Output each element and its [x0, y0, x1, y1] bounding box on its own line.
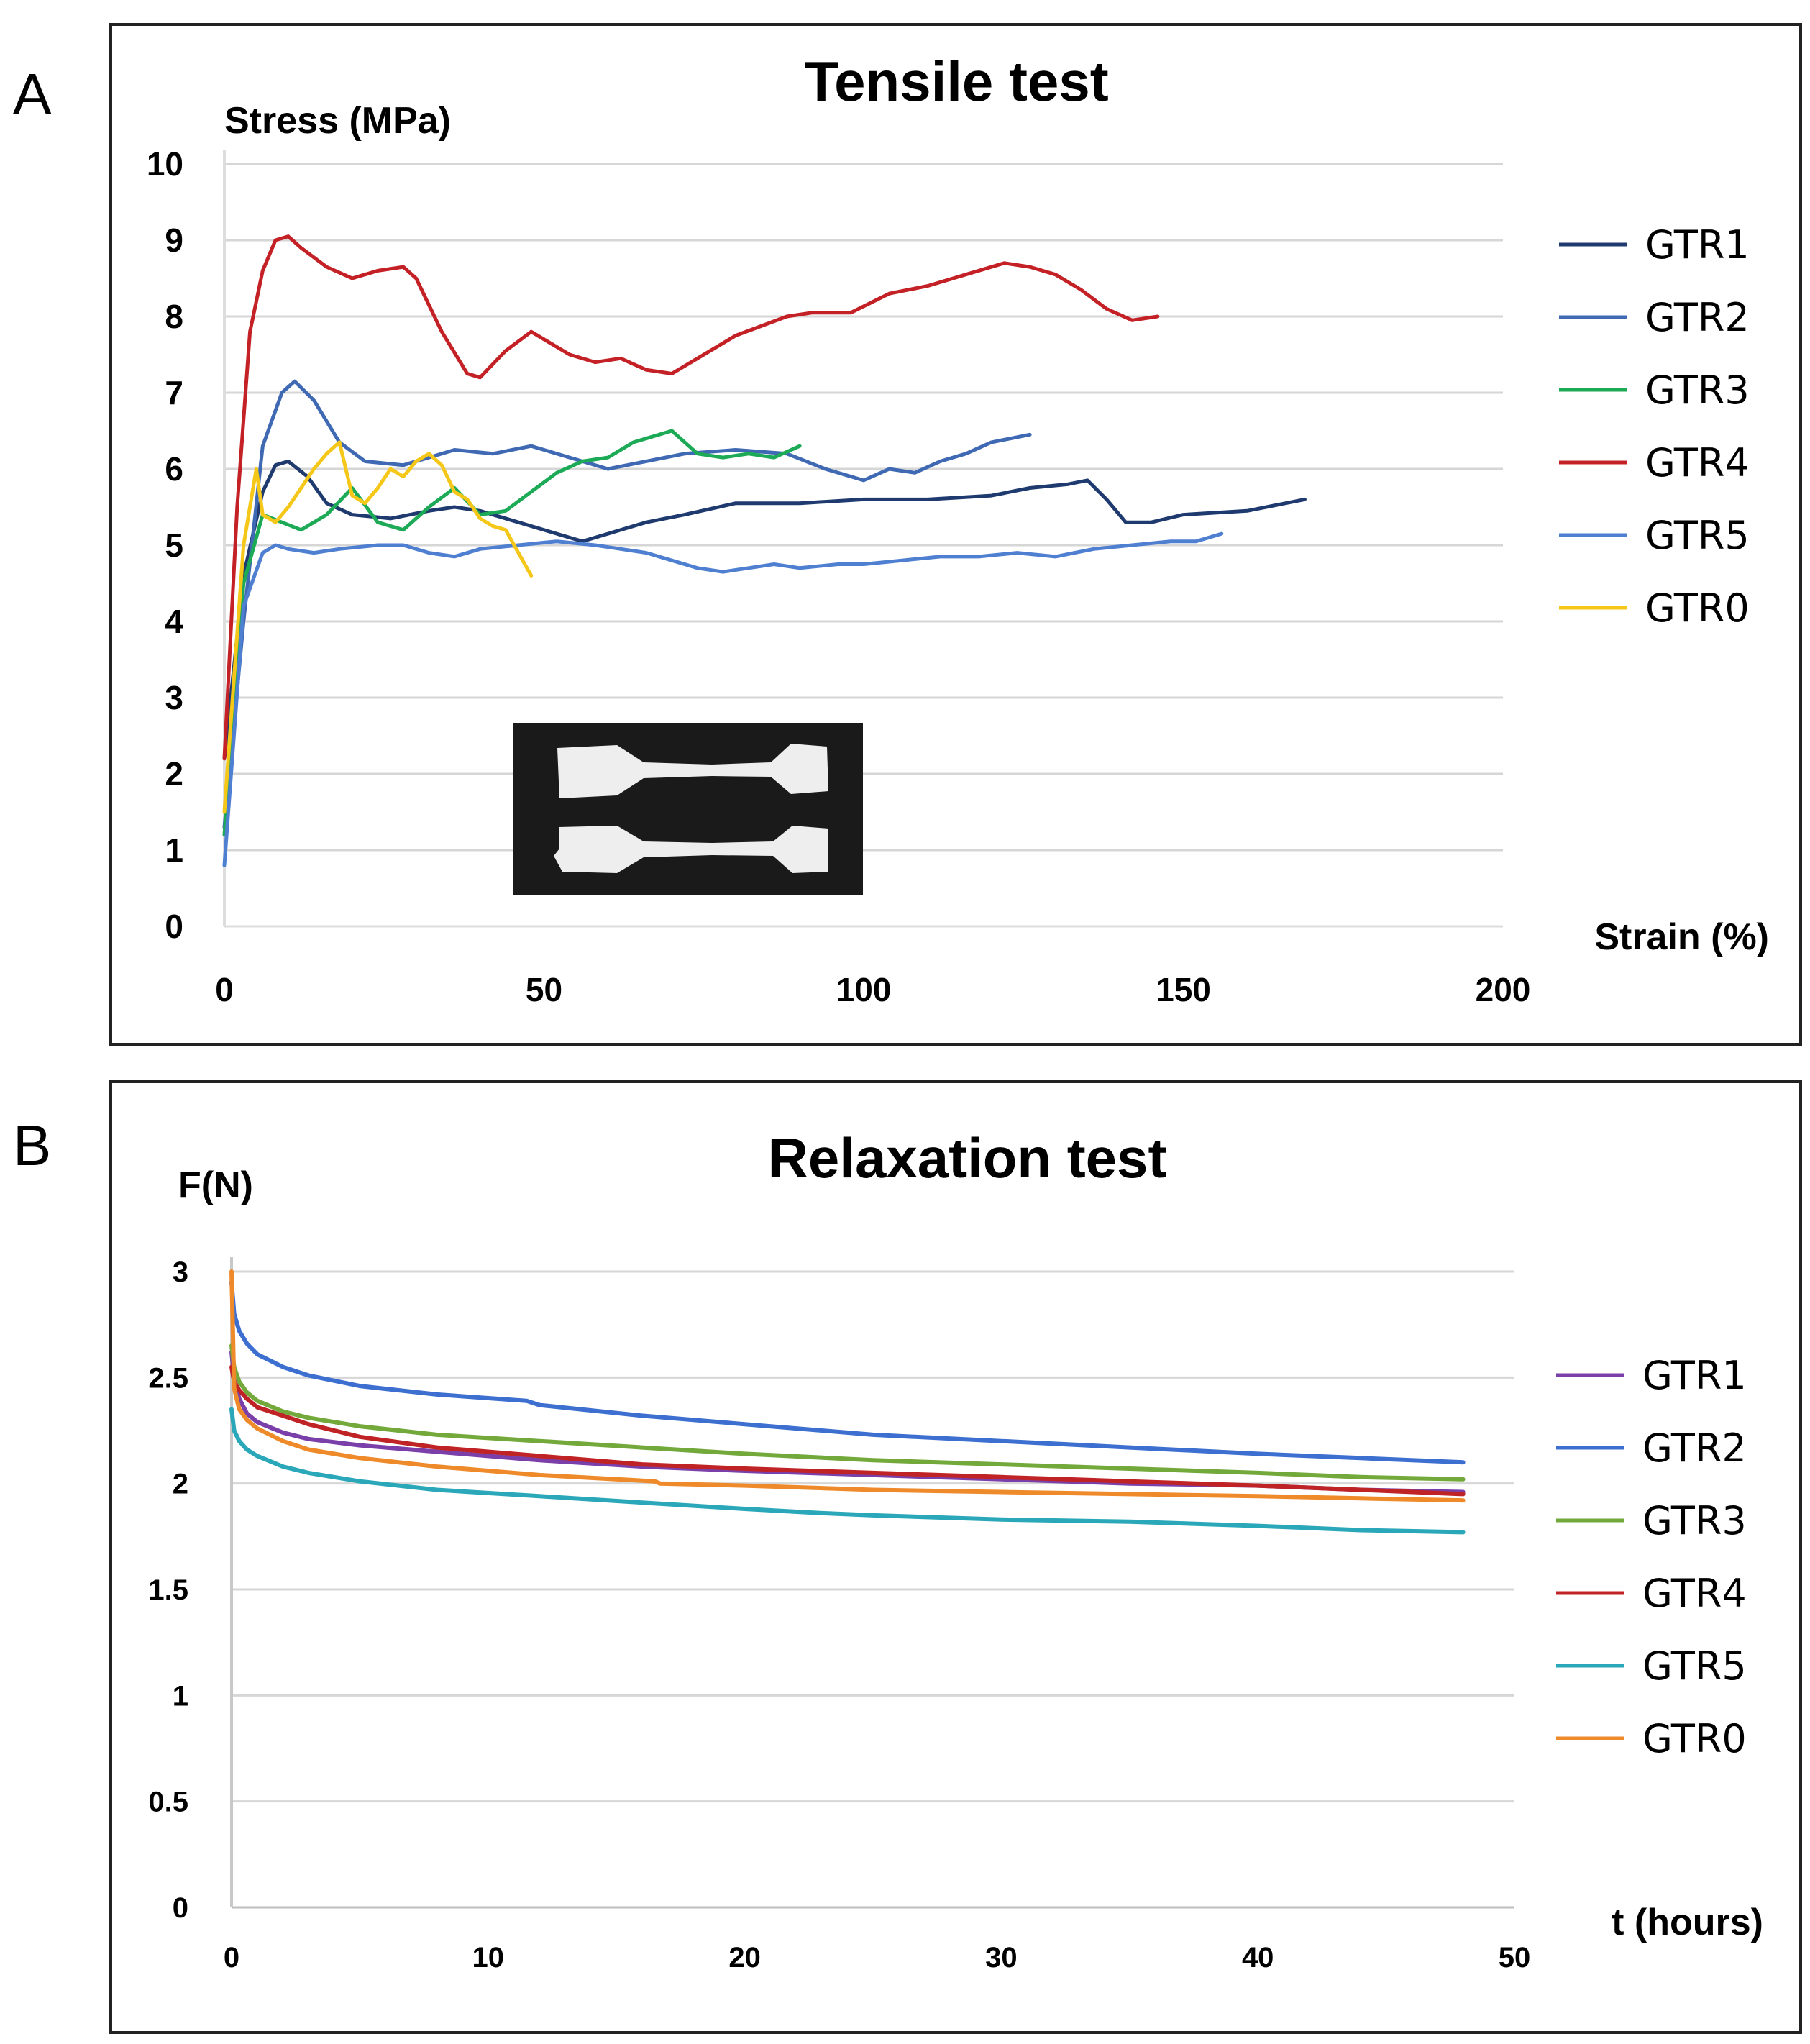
y-tick-label-a: 2 — [165, 755, 183, 793]
y-tick-label-a: 5 — [165, 526, 183, 564]
x-tick-label-a: 150 — [1156, 971, 1211, 1008]
x-tick-label-a: 200 — [1476, 971, 1531, 1008]
tensile-chart: Tensile test Stress (MPa) Strain (%) 0 1 2 3 4 5… — [147, 50, 1769, 1008]
y-tick-label-b: 3 — [173, 1256, 188, 1288]
y-tick-label-a: 0 — [165, 908, 183, 945]
series-line-gtr2-b — [229, 1279, 1466, 1465]
series-line-gtr5-a — [222, 531, 1224, 867]
x-tick-label-a: 0 — [215, 971, 234, 1008]
y-tick-label-a: 7 — [165, 374, 183, 411]
series-line-gtr1-a — [222, 459, 1307, 761]
panel-label-b: B — [13, 1113, 51, 1177]
y-tick-label-b: 0 — [173, 1892, 188, 1924]
y-tick-label-b: 1.5 — [148, 1574, 188, 1606]
y-tick-label-b: 0.5 — [148, 1787, 188, 1818]
legend-label-gtr1-a: GTR1 — [1645, 222, 1750, 268]
series-line-gtr3-a — [222, 429, 802, 837]
x-tick-label-b: 30 — [985, 1942, 1018, 1974]
series-line-gtr4-a — [222, 234, 1160, 761]
y-tick-label-b: 2 — [173, 1469, 188, 1500]
series-line-gtr5-b — [229, 1407, 1466, 1535]
series-line-gtr4-b — [229, 1364, 1466, 1497]
series-line-gtr2-a — [222, 379, 1032, 829]
y-tick-label-b: 2.5 — [148, 1362, 188, 1394]
x-tick-label-b: 0 — [224, 1942, 239, 1974]
y-tick-label-a: 1 — [165, 831, 183, 869]
y-tick-label-a: 4 — [165, 603, 183, 640]
legend-label-gtr4-a: GTR4 — [1645, 440, 1750, 485]
series-line-gtr3-b — [229, 1343, 1466, 1482]
legend-label-gtr4-b: GTR4 — [1642, 1571, 1747, 1616]
y-tick-label-a: 6 — [165, 450, 183, 488]
x-tick-label-b: 20 — [728, 1942, 761, 1974]
y-axis-label-a: Stress (MPa) — [224, 100, 451, 142]
legend-label-gtr2-b: GTR2 — [1642, 1425, 1747, 1471]
chart-title-b: Relaxation test — [768, 1126, 1167, 1190]
y-tick-label-a: 8 — [165, 298, 183, 335]
legend-label-gtr1-b: GTR1 — [1642, 1353, 1747, 1398]
specimen-photo-inset — [513, 723, 863, 895]
x-axis-label-b: t (hours) — [1612, 1902, 1763, 1943]
legend-label-gtr0-b: GTR0 — [1642, 1716, 1747, 1761]
y-tick-label-a: 3 — [165, 679, 183, 716]
panel-b-frame — [109, 1080, 1802, 2034]
panel-label-a: A — [13, 62, 52, 126]
chart-title-a: Tensile test — [804, 50, 1108, 113]
x-axis-label-a: Strain (%) — [1594, 916, 1769, 958]
legend-label-gtr3-b: GTR3 — [1642, 1498, 1747, 1543]
legend-label-gtr5-b: GTR5 — [1642, 1643, 1747, 1689]
y-tick-label-a: 9 — [165, 222, 183, 259]
y-axis-label-b: F(N) — [178, 1164, 253, 1206]
series-line-gtr0-a — [222, 440, 534, 814]
x-tick-label-b: 50 — [1499, 1942, 1531, 1974]
relaxation-chart: Relaxation test F(N) t (hours) 0 0.5 1 1.5 2 2.5… — [148, 1126, 1763, 1974]
series-line-gtr0-b — [229, 1269, 1466, 1503]
panel-a-frame — [109, 23, 1802, 1046]
legend-label-gtr5-a: GTR5 — [1645, 513, 1750, 558]
legend-label-gtr0-a: GTR0 — [1645, 585, 1750, 631]
x-tick-label-b: 40 — [1242, 1942, 1274, 1974]
x-tick-label-a: 100 — [836, 971, 892, 1008]
x-tick-label-b: 10 — [472, 1942, 505, 1974]
legend-label-gtr2-a: GTR2 — [1645, 295, 1750, 340]
x-tick-label-a: 50 — [526, 971, 562, 1008]
legend-label-gtr3-a: GTR3 — [1645, 368, 1750, 413]
y-tick-label-a: 10 — [147, 145, 183, 183]
y-tick-label-b: 1 — [173, 1680, 188, 1712]
